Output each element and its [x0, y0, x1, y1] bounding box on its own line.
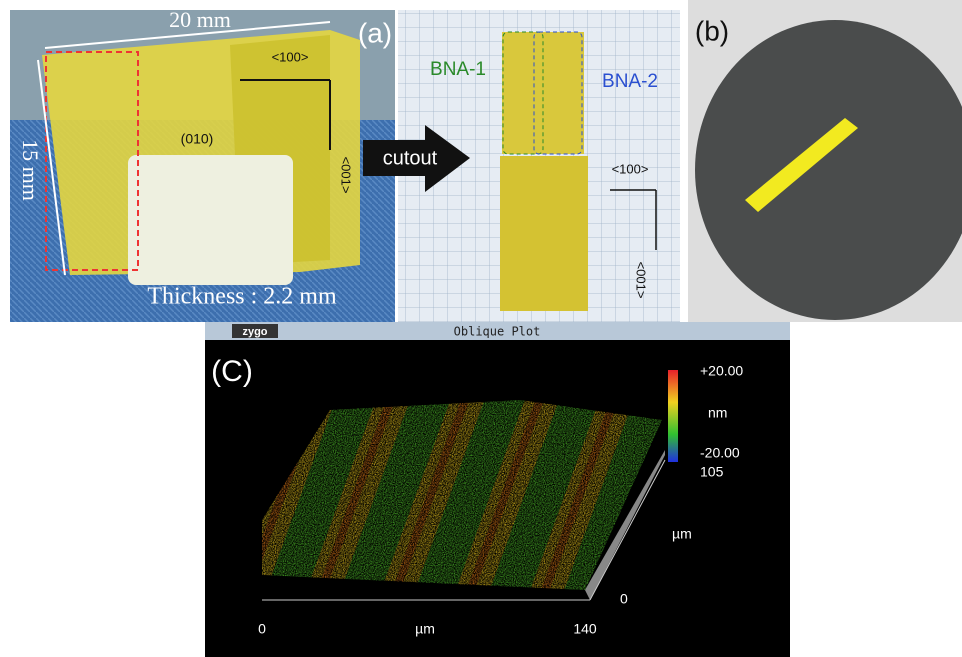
- colorbar-max: +20.00: [700, 363, 743, 379]
- direction-label: <001>: [339, 157, 354, 194]
- direction-label: <100>: [612, 161, 649, 176]
- panel-label: (a): [358, 17, 392, 48]
- window-brand: zygo: [242, 326, 267, 338]
- window-title: Oblique Plot: [454, 325, 541, 339]
- thickness-label: Thickness : 2.2 mm: [147, 284, 337, 310]
- x-axis-unit: µm: [415, 621, 435, 637]
- colorbar-min: -20.00: [700, 445, 740, 461]
- x-axis-max: 140: [573, 621, 597, 637]
- face-label: (010): [181, 131, 214, 147]
- panel-a-photo: [10, 10, 395, 322]
- direction-label: <001>: [634, 262, 649, 299]
- x-axis-min: 0: [258, 621, 266, 637]
- colorbar-unit: nm: [708, 405, 727, 421]
- panel-label: (C): [211, 355, 253, 388]
- width-label: 20 mm: [169, 7, 231, 32]
- y-axis-unit: µm: [672, 526, 692, 542]
- panel-b-photo: [688, 0, 962, 322]
- height-label: 15 mm: [18, 139, 43, 201]
- y-axis-max: 105: [700, 464, 724, 480]
- sample-label: BNA-1: [430, 59, 486, 80]
- arrow-label: cutout: [383, 147, 438, 169]
- y-axis-min: 0: [620, 591, 628, 607]
- figure: 20 mm 15 mm (a) <100> <001> (010) Thickn…: [0, 0, 962, 657]
- panel-label: (b): [695, 15, 729, 46]
- direction-label: <100>: [272, 49, 309, 64]
- sample-label: BNA-2: [602, 71, 658, 92]
